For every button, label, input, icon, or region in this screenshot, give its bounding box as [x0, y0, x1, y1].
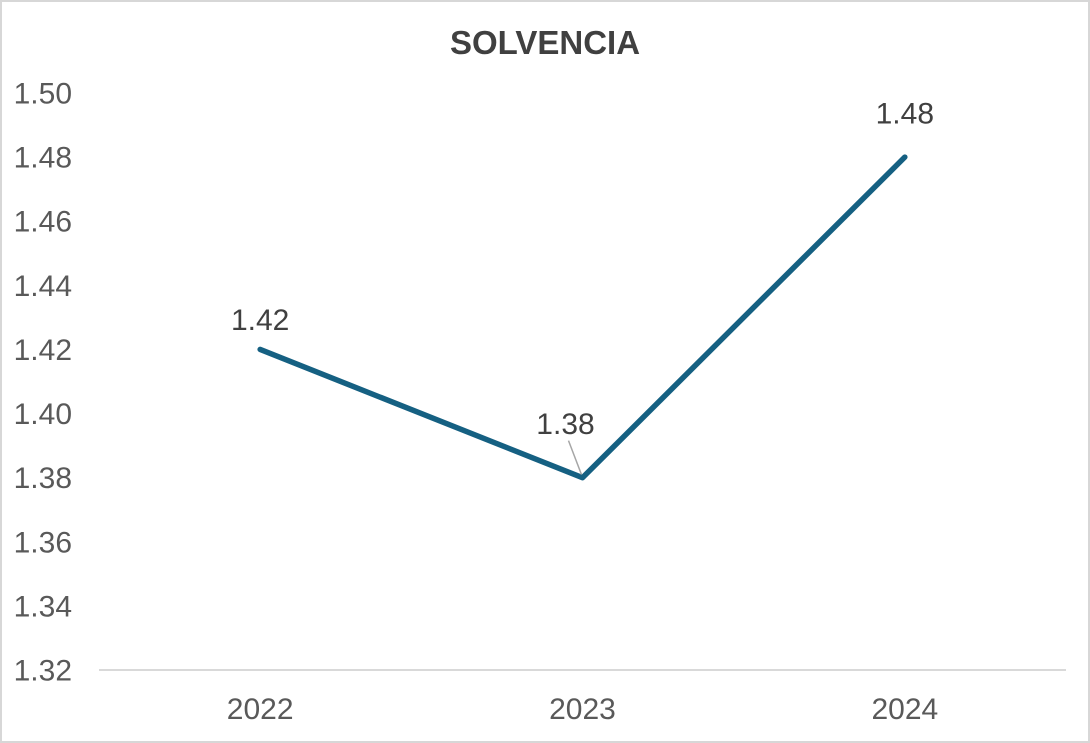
y-axis-tick-label: 1.42 [14, 334, 72, 367]
y-axis-tick-label: 1.40 [14, 398, 72, 431]
data-label: 1.48 [876, 98, 934, 131]
data-label: 1.38 [536, 408, 594, 441]
y-axis-tick-label: 1.34 [14, 590, 72, 623]
x-axis-category-label: 2024 [871, 693, 938, 726]
y-axis-tick-label: 1.38 [14, 462, 72, 495]
series-line-solvencia [257, 154, 908, 481]
y-axis-tick-label: 1.32 [14, 655, 72, 688]
y-axis-tick-label: 1.36 [14, 526, 72, 559]
x-axis-category-label: 2023 [549, 693, 616, 726]
chart-title: SOLVENCIA [449, 24, 641, 61]
x-axis-category-label: 2022 [227, 693, 294, 726]
y-axis-tick-label: 1.44 [14, 270, 72, 303]
data-label: 1.42 [231, 304, 289, 337]
y-axis-tick-label: 1.46 [14, 206, 72, 239]
data-label-leader-line [567, 440, 583, 475]
y-axis-tick-label: 1.50 [14, 78, 72, 111]
y-axis-tick-label: 1.48 [14, 142, 72, 175]
